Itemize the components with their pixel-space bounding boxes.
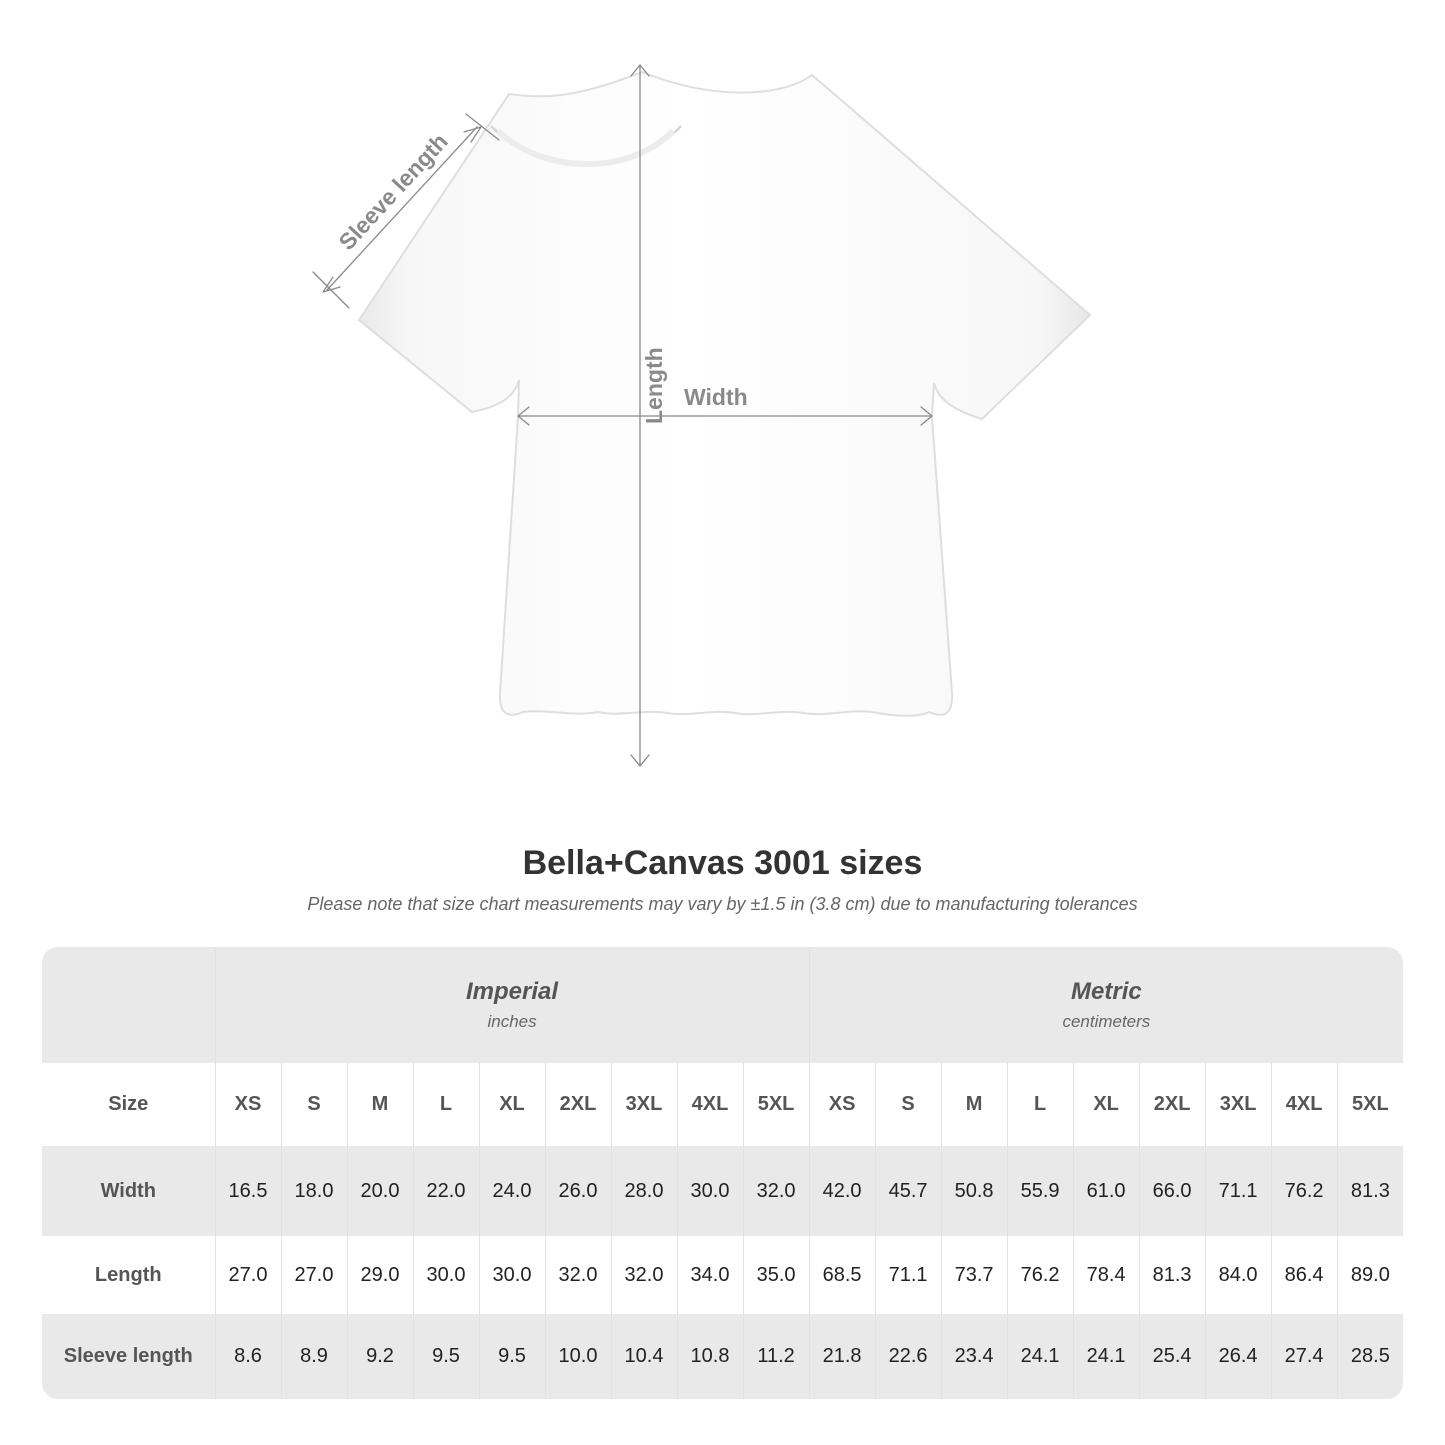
- svg-text:Length: Length: [641, 347, 667, 424]
- svg-text:Width: Width: [684, 384, 748, 410]
